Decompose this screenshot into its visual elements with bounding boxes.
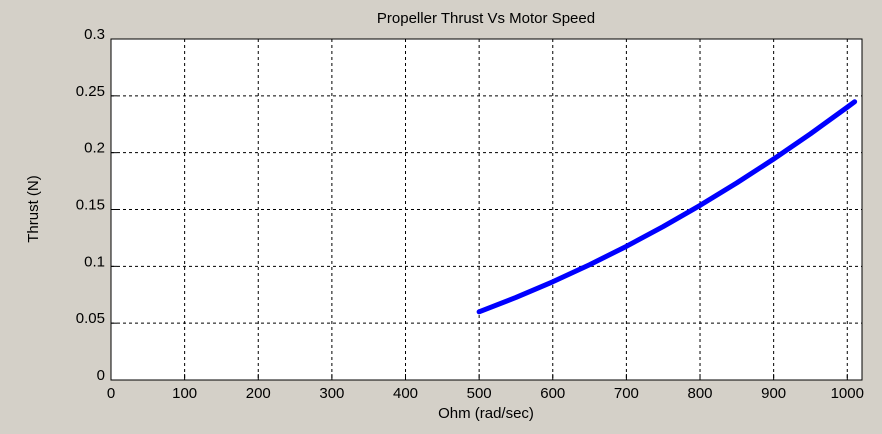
axes-box xyxy=(110,38,863,381)
data-line xyxy=(476,99,858,315)
x-tick-label: 500 xyxy=(467,385,492,402)
y-tick-label: 0 xyxy=(97,367,105,384)
x-tick-label: 700 xyxy=(614,385,639,402)
x-axis-label: Ohm (rad/sec) xyxy=(438,405,534,422)
x-tick-label: 0 xyxy=(107,385,115,402)
x-tick-label: 100 xyxy=(172,385,197,402)
x-tick-label: 800 xyxy=(688,385,713,402)
x-tick-label: 200 xyxy=(246,385,271,402)
y-tick-label: 0.15 xyxy=(76,196,105,213)
y-tick-label: 0.1 xyxy=(84,253,105,270)
x-tick-label: 1000 xyxy=(831,385,864,402)
x-tick-label: 900 xyxy=(761,385,786,402)
y-tick-label: 0.3 xyxy=(84,26,105,43)
x-tick-label: 300 xyxy=(319,385,344,402)
x-tick-label: 600 xyxy=(540,385,565,402)
y-tick-label: 0.2 xyxy=(84,140,105,157)
y-tick-label: 0.05 xyxy=(76,310,105,327)
y-tick-label: 0.25 xyxy=(76,83,105,100)
chart-title: Propeller Thrust Vs Motor Speed xyxy=(377,10,595,27)
y-axis-label: Thrust (N) xyxy=(25,175,42,243)
x-tick-label: 400 xyxy=(393,385,418,402)
